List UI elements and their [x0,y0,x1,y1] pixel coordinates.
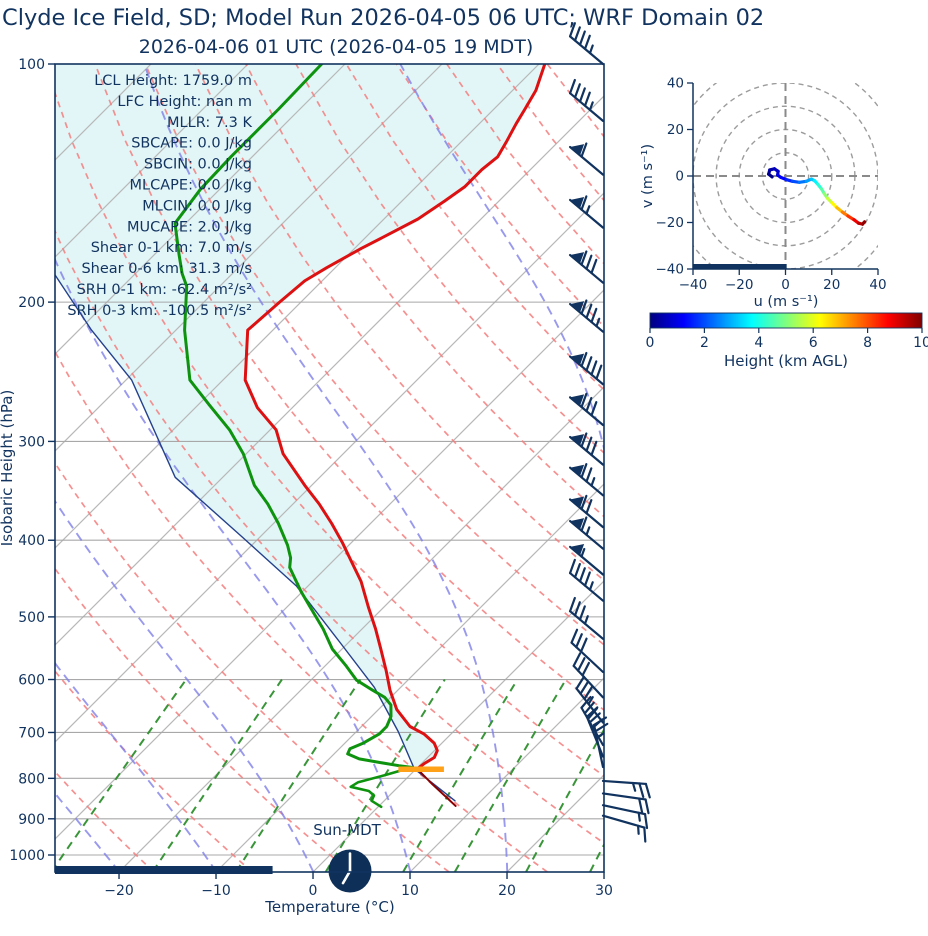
skewt-annotation-line: LCL Height: 1759.0 m [94,73,252,89]
wind-barb [568,299,605,333]
y-tick-label: 300 [18,434,45,450]
colorbar-tick-label: 4 [754,335,763,351]
y-tick-label: 600 [18,673,45,689]
hodograph-x-tick-label: −20 [725,277,754,293]
y-tick-label: 500 [18,610,45,626]
wind-barb [601,779,651,799]
wind-barb [568,558,605,602]
hodograph-y-tick-label: −20 [656,215,685,231]
skewt-annotation-line: MLCAPE: 0.0 J/kg [130,178,252,194]
skewt-annotation-line: LFC Height: nan m [117,94,252,110]
height-colorbar: 0 2 4 6 8 10 [646,312,928,351]
skewt-axes: −20 −10 0 10 20 30 100 200 300 400 500 600 700 800 900… [9,57,613,899]
colorbar-tick-label: 10 [913,335,928,351]
skewt-annotation-line: SRH 0-1 km: -62.4 m²/s² [77,282,252,298]
wind-barb-column [568,22,651,843]
hodograph-trace [767,167,867,226]
hodograph-y-tick-label: −40 [656,262,685,278]
hodograph-x-tick-label: 40 [869,277,886,293]
hodograph-x-tick-label: −40 [679,277,708,293]
hodograph-y-tick-label: 0 [675,169,684,185]
x-tick-label: 10 [401,883,419,899]
sun-time-label: Sun-MDT [313,821,381,839]
colorbar-label: Height (km AGL) [724,352,848,370]
y-tick-label: 700 [18,725,45,741]
wind-barb [568,392,605,427]
y-tick-label: 900 [18,812,45,828]
x-tick-label: 30 [595,883,613,899]
figure-title: Clyde Ice Field, SD; Model Run 2026-04-0… [2,5,764,31]
hodograph-background [693,83,878,269]
wind-barb [601,814,647,843]
colorbar-tick-label: 0 [646,335,655,351]
colorbar-tick-label: 2 [700,335,709,351]
hodograph-x-tick-label: 20 [823,277,840,293]
y-tick-label: 1000 [9,848,45,864]
wind-barb [568,351,605,386]
hodograph-y-tick-label: 20 [667,122,684,138]
hodograph-x-tick-label: 0 [781,277,790,293]
y-tick-label: 100 [18,57,45,73]
wind-barb [568,494,605,529]
skewt-annotation-line: MLLR: 7.3 K [167,115,252,131]
skewt-profile-lines [55,64,547,809]
wind-barb [568,516,605,550]
wind-barb [601,792,650,815]
wind-barb [601,804,649,830]
wind-barb [570,628,605,674]
wind-barb [575,675,605,724]
colorbar-tick-label: 6 [809,335,818,351]
skewt-annotation-line: SBCAPE: 0.0 J/kg [131,136,252,152]
skewt-annotation-line: MUCAPE: 2.0 J/kg [127,219,252,235]
wind-barb [568,22,605,66]
x-axis-label: Temperature (°C) [264,898,394,916]
wind-barb [568,543,605,576]
x-tick-label: −20 [104,883,134,899]
figure-subtitle: 2026-04-06 01 UTC (2026-04-05 19 MDT) [139,36,534,58]
skewt-annotation-line: Shear 0-1 km: 7.0 m/s [91,240,252,256]
hodograph-y-tick-label: 40 [667,76,684,92]
skewt-annotation-block: LCL Height: 1759.0 m LFC Height: nan m MLL… [67,73,252,319]
skewt-annotation-line: SRH 0-3 km: -100.5 m²/s² [67,303,252,319]
y-tick-label: 800 [18,771,45,787]
hodograph-x-label: u (m s⁻¹) [754,294,819,310]
x-tick-label: 20 [498,883,516,899]
wind-barb [568,195,605,229]
skewt-annotation-line: Shear 0-6 km: 31.3 m/s [81,261,252,277]
wind-barb [568,463,605,497]
wind-barb [568,78,605,122]
wind-barb [568,142,605,176]
hodograph-y-label: v (m s⁻¹) [640,144,656,208]
hodograph-axes: −40−40 −20 −20 0 0 20 20 40 40 [656,76,887,294]
y-axis-label: Isobaric Height (hPa) [0,390,16,547]
y-tick-label: 200 [18,295,45,311]
wind-barb [568,250,605,284]
wind-barb [568,432,605,466]
skewt-annotation-line: MLCIN: 0.0 J/kg [142,198,252,214]
colorbar-tick-label: 8 [863,335,872,351]
x-tick-label: −10 [201,883,231,899]
skewt-annotation-line: SBCIN: 0.0 J/kg [144,157,252,173]
wind-barb [568,596,605,640]
skewt-overlays [55,849,372,893]
y-tick-label: 400 [18,533,45,549]
x-tick-label: 0 [309,883,318,899]
